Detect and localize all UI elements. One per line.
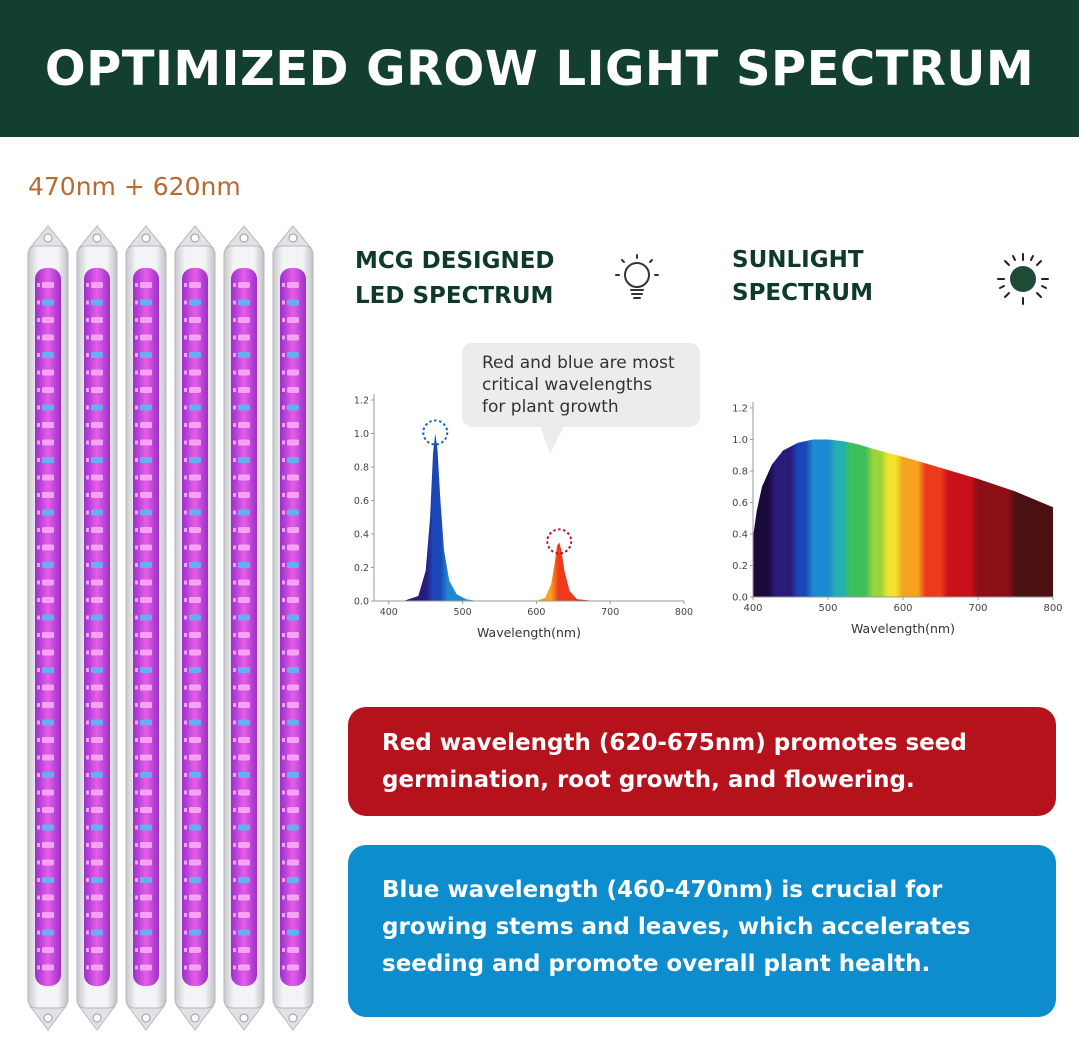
x-tick-label: 800 [675, 607, 693, 618]
sun-title-line2: SPECTRUM [732, 280, 873, 306]
y-tick-label: 1.2 [354, 396, 369, 407]
y-tick-label: 1.0 [732, 435, 748, 446]
led-spectrum-chart: 0.0 0.2 0.4 0.6 0.8 1.0 1.2 400 500 600 700 800 Wave… [354, 394, 693, 640]
page-title: OPTIMIZED GROW LIGHT SPECTRUM [44, 40, 1035, 97]
callout-tail [540, 426, 564, 454]
x-tick-label: 500 [454, 607, 472, 618]
y-tick-label: 0.2 [732, 561, 748, 572]
y-tick-label: 1.2 [732, 404, 748, 415]
peak-highlight [422, 419, 449, 446]
x-tick-label: 400 [380, 607, 398, 618]
y-tick-label: 0.0 [732, 593, 748, 604]
x-tick-label: 500 [818, 603, 837, 614]
blue-info-line2: growing stems and leaves, which accelera… [382, 914, 971, 940]
y-tick-label: 0.4 [354, 530, 369, 541]
led-bar [174, 225, 216, 1031]
y-tick-label: 0.6 [732, 498, 748, 509]
x-axis-label: Wavelength(nm) [477, 625, 581, 640]
light-bulb-icon [615, 254, 659, 299]
red-info-line2: germination, root growth, and flowering. [382, 767, 915, 793]
led-bar [76, 225, 118, 1031]
spectrum-area [753, 439, 1053, 597]
y-tick-label: 0.4 [732, 530, 748, 541]
callout-line1: Red and blue are most [482, 353, 675, 373]
led-bar [272, 225, 314, 1031]
blue-info-line3: seeding and promote overall plant health… [382, 951, 931, 977]
y-tick-label: 0.2 [354, 563, 369, 574]
sunlight-spectrum-chart: 0.0 0.2 0.4 0.6 0.8 1.0 1.2 400 500 600 700 800 Wave… [732, 402, 1063, 636]
led-title-line2: LED SPECTRUM [355, 283, 554, 309]
y-tick-label: 0.8 [354, 463, 369, 474]
sunlight-spectrum-title: SUNLIGHT SPECTRUM [732, 244, 873, 310]
spectrum-area [374, 433, 684, 601]
spectrum-label: 470nm + 620nm [28, 172, 241, 201]
sun-title-line1: SUNLIGHT [732, 247, 864, 273]
header-banner: OPTIMIZED GROW LIGHT SPECTRUM [0, 0, 1079, 137]
sun-icon [997, 253, 1049, 305]
callout-line3: for plant growth [482, 397, 619, 417]
y-tick-label: 0.8 [732, 467, 748, 478]
blue-info-line1: Blue wavelength (460-470nm) is crucial f… [382, 877, 943, 903]
y-tick-label: 0.6 [354, 496, 369, 507]
red-wavelength-box: Red wavelength (620-675nm) promotes seed… [348, 707, 1056, 816]
led-bar [27, 225, 69, 1031]
led-bar [125, 225, 167, 1031]
x-tick-label: 600 [893, 603, 912, 614]
y-tick-label: 0.0 [354, 597, 369, 608]
peak-highlight [546, 528, 573, 555]
callout-line2: critical wavelengths [482, 375, 653, 395]
led-title-line1: MCG DESIGNED [355, 248, 555, 274]
y-tick-label: 1.0 [354, 429, 369, 440]
x-tick-label: 600 [527, 607, 545, 618]
led-bar [223, 225, 265, 1031]
led-bars-illustration [27, 225, 314, 1031]
x-tick-label: 800 [1043, 603, 1062, 614]
blue-wavelength-box: Blue wavelength (460-470nm) is crucial f… [348, 845, 1056, 1017]
x-axis-label: Wavelength(nm) [851, 621, 955, 636]
x-tick-label: 400 [743, 603, 762, 614]
callout-bubble: Red and blue are most critical wavelengt… [462, 343, 700, 427]
red-info-line1: Red wavelength (620-675nm) promotes seed [382, 730, 967, 756]
x-tick-label: 700 [968, 603, 987, 614]
x-tick-label: 700 [601, 607, 619, 618]
led-spectrum-title: MCG DESIGNED LED SPECTRUM [355, 244, 555, 314]
